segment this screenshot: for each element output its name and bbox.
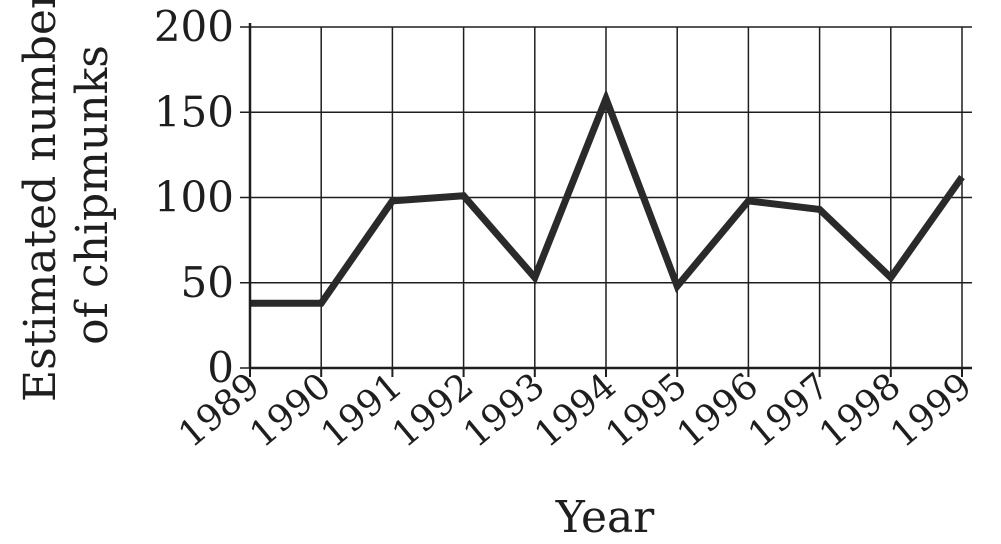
- y-tick-label: 200: [154, 2, 234, 51]
- x-tick-label: 1998: [812, 365, 909, 455]
- y-axis-label-line-1: Estimated number: [15, 0, 66, 402]
- y-tick-label: 100: [154, 173, 234, 222]
- y-tick-label: 50: [181, 258, 234, 307]
- x-tick-label: 1991: [314, 365, 411, 455]
- x-tick-label: 1993: [456, 365, 553, 455]
- axes: [248, 23, 972, 377]
- y-tick-label: 150: [154, 87, 234, 136]
- x-tick-label: 1992: [385, 365, 482, 455]
- x-tick-label: 1997: [741, 365, 838, 455]
- grid: [240, 26, 972, 369]
- x-tick-label: 1994: [527, 365, 624, 455]
- y-tick-label: 0: [207, 343, 234, 392]
- series-line: [250, 88, 965, 307]
- x-axis-label: Year: [555, 492, 655, 543]
- tick-labels: 1989199019911992199319941995199619971998…: [154, 2, 980, 456]
- y-axis-label-line-2: of chipmunks: [67, 45, 118, 345]
- x-tick-label: 1999: [883, 365, 980, 455]
- x-tick-label: 1996: [670, 365, 767, 455]
- x-tick-label: 1990: [242, 365, 339, 455]
- x-tick-label: 1995: [598, 365, 695, 455]
- axis-labels: Year Estimated number of chipmunks: [15, 0, 655, 543]
